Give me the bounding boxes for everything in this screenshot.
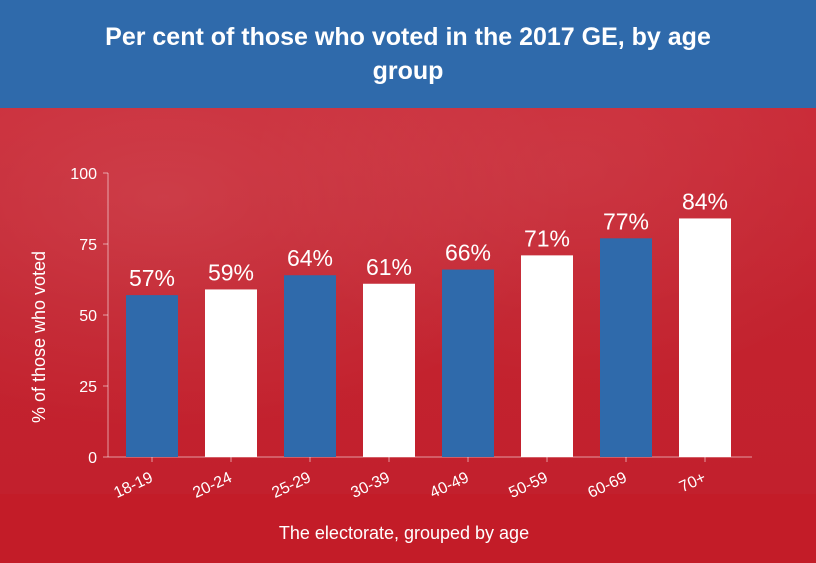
- bar-value-label: 77%: [603, 208, 649, 234]
- bar: [600, 238, 652, 457]
- y-tick-label: 75: [79, 237, 97, 254]
- chart-title: Per cent of those who voted in the 2017 …: [105, 23, 711, 85]
- y-tick-label: 0: [88, 450, 97, 467]
- x-tick-label: 30-39: [348, 469, 392, 502]
- footer-band: [0, 494, 816, 563]
- x-axis-title: The electorate, grouped by age: [279, 523, 529, 543]
- bar-value-label: 57%: [129, 265, 175, 291]
- x-tick-label: 20-24: [190, 469, 234, 502]
- bar: [442, 269, 494, 457]
- bar: [205, 289, 257, 457]
- bar-value-label: 59%: [208, 259, 254, 285]
- bar-value-label: 61%: [366, 254, 412, 280]
- bar-value-label: 66%: [445, 240, 491, 266]
- bar: [521, 255, 573, 457]
- y-axis-title: % of those who voted: [29, 251, 49, 423]
- bar: [363, 283, 415, 457]
- y-tick-label: 100: [70, 166, 97, 183]
- bar: [284, 275, 336, 457]
- bar-value-label: 71%: [524, 225, 570, 251]
- y-tick-label: 50: [79, 308, 97, 325]
- x-tick-label: 70+: [677, 469, 709, 496]
- x-tick-label: 25-29: [269, 469, 313, 502]
- x-tick-labels-group: 18-19 20-24 25-29 30-39 40-49 50-59 60-69 70+: [111, 469, 708, 502]
- bar-value-label: 64%: [287, 245, 333, 271]
- x-tick-label: 40-49: [427, 469, 471, 502]
- y-tick-label: 25: [79, 379, 97, 396]
- value-labels-group: 57% 59% 64% 61% 66% 71% 77% 84%: [129, 188, 728, 291]
- bar-value-label: 84%: [682, 188, 728, 214]
- bars-group: [126, 218, 731, 457]
- title-banner: Per cent of those who voted in the 2017 …: [0, 0, 816, 108]
- bar: [679, 218, 731, 457]
- x-tick-label: 18-19: [111, 469, 155, 502]
- bar: [126, 295, 178, 457]
- x-tick-label: 50-59: [506, 469, 550, 502]
- x-tick-label: 60-69: [585, 469, 629, 502]
